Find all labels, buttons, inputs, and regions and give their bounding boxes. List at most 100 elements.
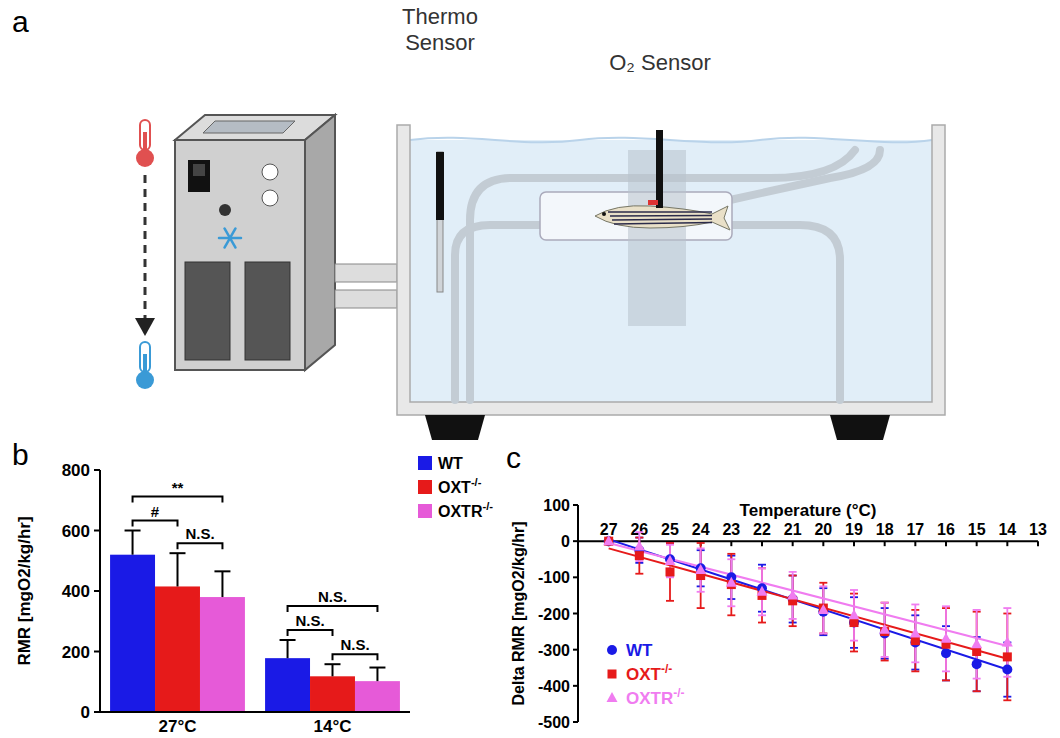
point [726,577,737,587]
error-cap [325,663,341,665]
x-tick-label: 14 [998,521,1016,538]
chiller-knob [219,204,231,216]
tube [455,225,545,400]
x-tick [914,541,916,546]
tank [397,125,945,415]
label-line: Sensor [405,30,475,55]
chiller-switch [188,160,210,192]
error-bar [214,571,230,597]
error-cap [911,670,919,672]
error-cap [214,570,230,572]
point [911,636,920,645]
error-cap [666,600,674,602]
legend: WTOXT-/-OXTR-/- [418,455,493,520]
point [972,659,982,669]
error-cap [911,604,919,606]
x-tick [761,541,763,546]
water-surface [410,138,932,143]
panel-a: aThermoSensorO₂ Sensor [12,4,945,440]
tank-foot [425,415,485,440]
thermo-sensor-rod [436,152,444,220]
legend-label: WT [626,641,653,660]
error-cap [666,542,674,544]
bar [200,597,245,712]
y-tick [573,613,578,615]
y-tick-label: -200 [538,606,570,623]
legend-swatch [418,456,432,470]
error-cap [973,690,981,692]
snowflake-arm [225,228,236,247]
error-cap [819,632,827,634]
significance-bracket [333,654,378,660]
x-tick-label: 17 [906,521,924,538]
significance-bracket [133,521,178,527]
error-cap [850,651,858,653]
error-cap [819,585,827,587]
thermometer-bulb [136,371,154,389]
x-tick-label: 18 [876,521,894,538]
point [849,609,860,619]
thermo-sensor-label: ThermoSensor [402,4,478,55]
x-tick [884,541,886,546]
x-tick-label: 13 [1029,521,1047,538]
panel-c: c-500-400-300-200-1000100272625242322212… [506,441,1047,731]
pipe [335,264,397,282]
plot-area [603,532,1013,700]
legend-swatch [418,504,432,518]
label-main: OXT [438,479,471,496]
label-line: Thermo [402,4,478,29]
label-super: -/- [673,686,684,700]
point [665,555,676,565]
chiller-panel [185,262,230,360]
bars [110,531,400,713]
error-cap [666,544,674,546]
y-tick [573,649,578,651]
error-bar [369,668,385,682]
fish [595,206,730,230]
error-cap [125,530,141,532]
y-tick-label: -500 [538,714,570,731]
o2-sensor-label: O₂ Sensor [609,50,710,75]
chiller-button [262,164,278,180]
y-tick [573,685,578,687]
error-cap [973,678,981,680]
x-axis-title: Temperature (°C) [740,501,877,520]
y-tick-label: -100 [538,569,570,586]
point [696,563,706,573]
panel-b: b020040060080027°C14°CRMR [mgO2/kg/hr]#N… [12,438,493,736]
point [941,648,951,658]
error-cap [758,567,766,569]
error-bar [170,553,186,586]
x-tick [1006,541,1008,546]
panel-letter: b [12,438,29,471]
legend-label: OXTR-/- [438,500,493,520]
cooling-arrow [144,175,147,322]
x-tick-label: 20 [814,521,832,538]
error-cap [881,660,889,662]
significance-label: N.S. [318,588,347,605]
point [1002,665,1012,675]
y-tick [573,576,578,578]
error-cap [635,531,643,533]
x-axis [578,540,1038,542]
significance-label: N.S. [295,612,324,629]
y-tick [573,721,578,723]
bar [110,555,155,712]
chiller-screen [203,121,295,133]
error-cap [666,542,674,544]
error-cap [1003,607,1011,609]
x-tick-label: 24 [692,521,710,538]
y-axis-title: RMR [mgO2/kg/hr] [15,516,34,665]
x-axis [100,711,410,713]
point [757,586,768,596]
significance-bracket [133,497,223,503]
y-tick-label: 400 [62,582,90,601]
point [635,551,644,560]
snowflake [219,228,241,247]
point [971,638,982,648]
o2-sensor-rod [656,130,663,208]
error-cap [727,605,735,607]
y-tick-label: 0 [81,703,90,722]
legend-label: OXT-/- [438,476,482,496]
water [410,140,932,402]
